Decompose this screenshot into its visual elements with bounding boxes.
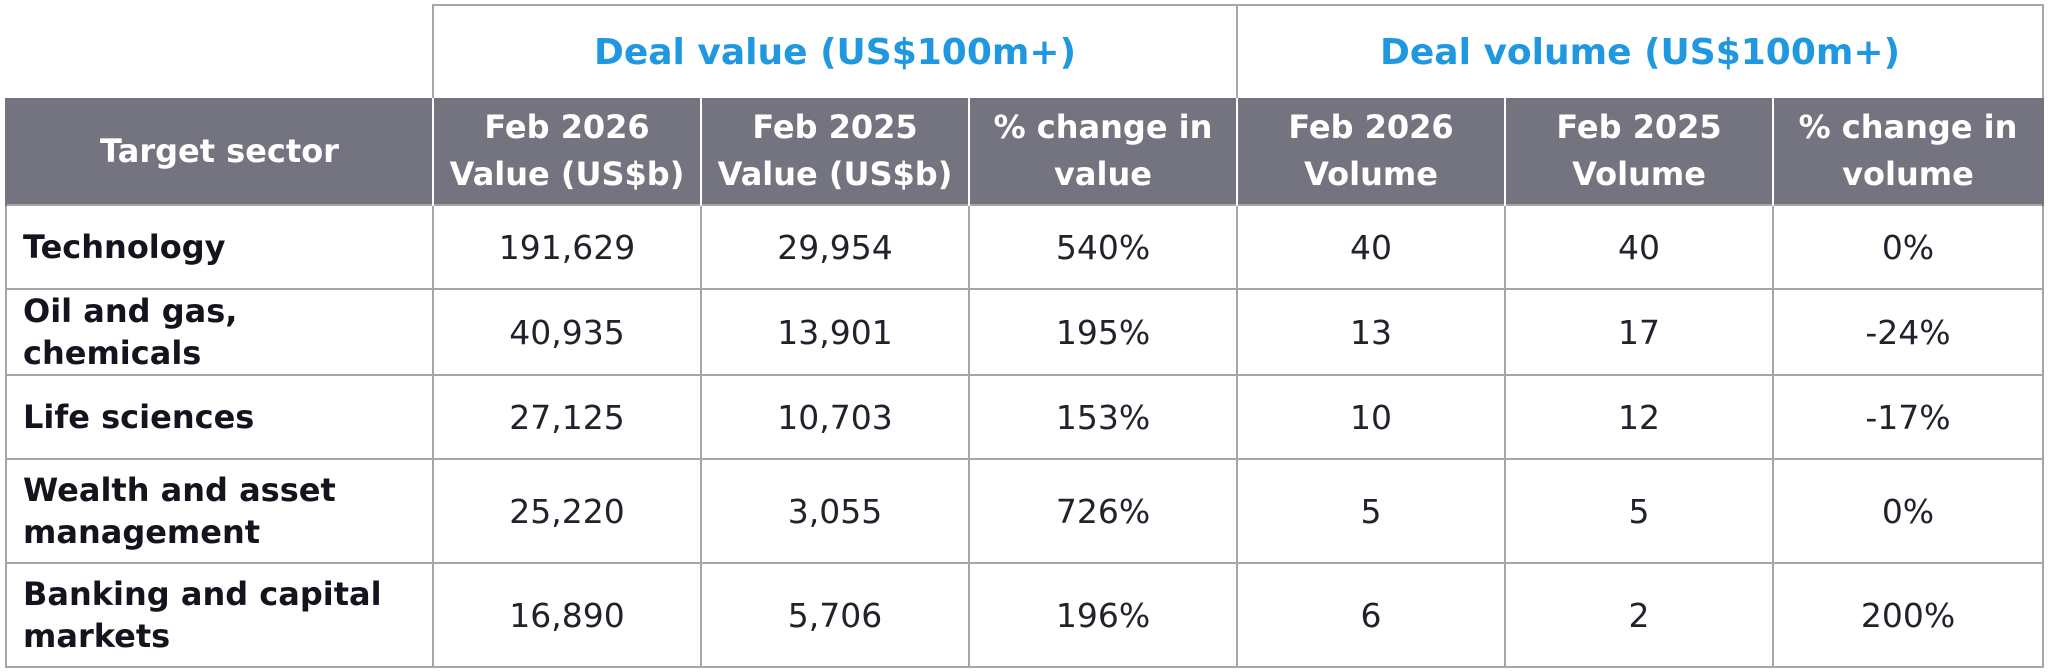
value-2025-cell: 29,954 xyxy=(700,204,970,290)
value-2025-cell: 3,055 xyxy=(700,458,970,564)
volume-2026-cell: 6 xyxy=(1236,562,1506,668)
value-2026-cell: 40,935 xyxy=(432,288,702,376)
blank-corner xyxy=(6,5,433,98)
volume-2025-cell: 17 xyxy=(1504,288,1774,376)
volume-2026-cell: 10 xyxy=(1236,374,1506,460)
volume-2026-cell: 5 xyxy=(1236,458,1506,564)
column-header-row: Target sector Feb 2026 Value (US$b) Feb … xyxy=(5,98,2044,205)
volume-2025-cell: 5 xyxy=(1504,458,1774,564)
sector-cell: Oil and gas, chemicals xyxy=(5,288,434,376)
volume-change-cell: 0% xyxy=(1772,204,2044,290)
sector-cell: Life sciences xyxy=(5,374,434,460)
sector-cell: Banking and capital markets xyxy=(5,562,434,668)
deal-volume-group-title: Deal volume (US$100m+) xyxy=(1236,4,2044,98)
value-2026-cell: 27,125 xyxy=(432,374,702,460)
header-volume-2026: Feb 2026 Volume xyxy=(1236,98,1506,205)
volume-change-cell: -24% xyxy=(1772,288,2044,376)
volume-2025-cell: 12 xyxy=(1504,374,1774,460)
value-change-cell: 540% xyxy=(968,204,1238,290)
value-change-cell: 153% xyxy=(968,374,1238,460)
table-row: Oil and gas, chemicals 40,935 13,901 195… xyxy=(5,288,2044,376)
deal-table: Deal value (US$100m+) Deal volume (US$10… xyxy=(5,4,2044,668)
value-change-cell: 726% xyxy=(968,458,1238,564)
value-2025-cell: 13,901 xyxy=(700,288,970,376)
header-value-change: % change in value xyxy=(968,98,1238,205)
value-change-cell: 196% xyxy=(968,562,1238,668)
table-row: Life sciences 27,125 10,703 153% 10 12 -… xyxy=(5,374,2044,460)
table-row: Technology 191,629 29,954 540% 40 40 0% xyxy=(5,204,2044,290)
value-2026-cell: 191,629 xyxy=(432,204,702,290)
volume-2026-cell: 40 xyxy=(1236,204,1506,290)
value-2025-cell: 10,703 xyxy=(700,374,970,460)
header-volume-2025: Feb 2025 Volume xyxy=(1504,98,1774,205)
sector-cell: Technology xyxy=(5,204,434,290)
volume-change-cell: 0% xyxy=(1772,458,2044,564)
value-2026-cell: 16,890 xyxy=(432,562,702,668)
value-2025-cell: 5,706 xyxy=(700,562,970,668)
header-target-sector: Target sector xyxy=(5,98,434,205)
table-row: Banking and capital markets 16,890 5,706… xyxy=(5,562,2044,668)
volume-2026-cell: 13 xyxy=(1236,288,1506,376)
deal-value-group-title: Deal value (US$100m+) xyxy=(432,4,1238,98)
volume-2025-cell: 2 xyxy=(1504,562,1774,668)
volume-change-cell: -17% xyxy=(1772,374,2044,460)
sector-cell: Wealth and asset management xyxy=(5,458,434,564)
volume-2025-cell: 40 xyxy=(1504,204,1774,290)
group-header-row: Deal value (US$100m+) Deal volume (US$10… xyxy=(6,4,2044,98)
value-change-cell: 195% xyxy=(968,288,1238,376)
header-value-2025: Feb 2025 Value (US$b) xyxy=(700,98,970,205)
header-value-2026: Feb 2026 Value (US$b) xyxy=(432,98,702,205)
header-volume-change: % change in volume xyxy=(1772,98,2044,205)
table-row: Wealth and asset management 25,220 3,055… xyxy=(5,458,2044,564)
value-2026-cell: 25,220 xyxy=(432,458,702,564)
volume-change-cell: 200% xyxy=(1772,562,2044,668)
